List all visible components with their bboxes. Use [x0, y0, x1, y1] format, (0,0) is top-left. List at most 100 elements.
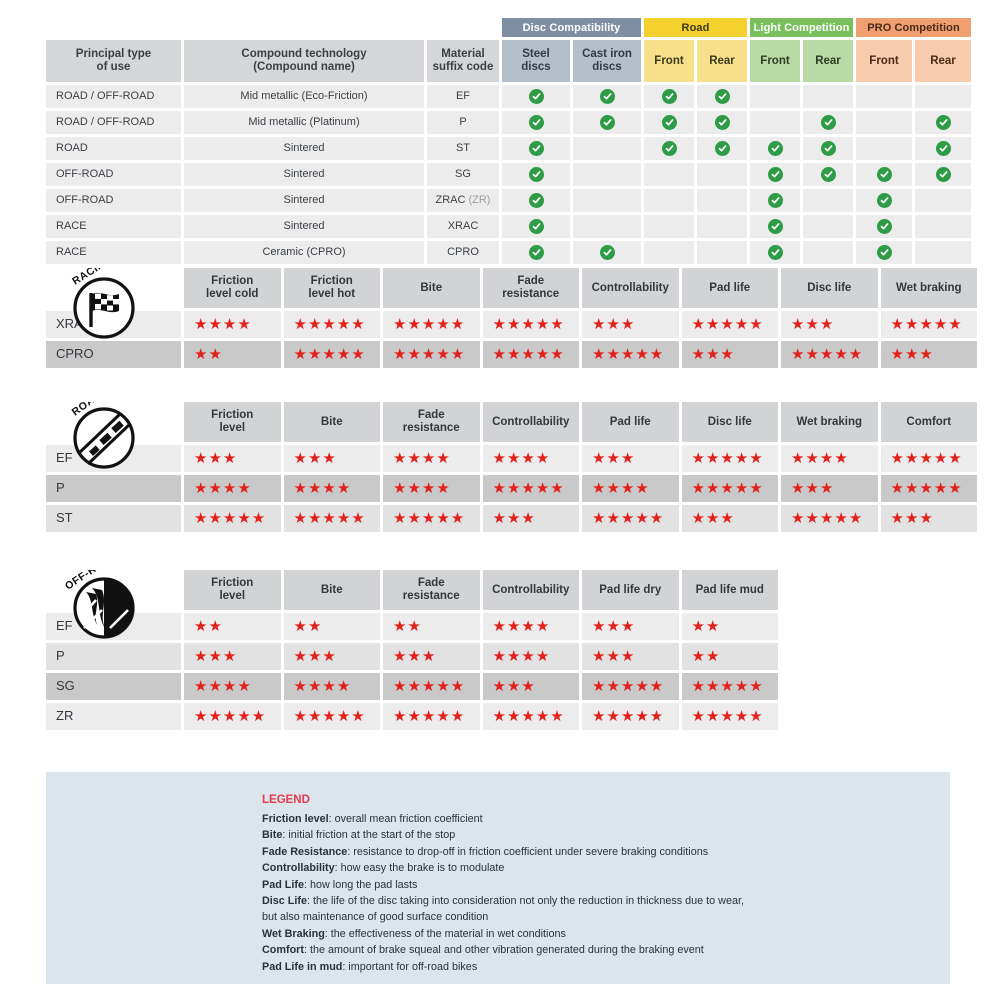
band-disc: Disc Compatibility [502, 18, 641, 37]
compat-cell [697, 163, 747, 186]
compound-label: P [46, 643, 181, 670]
rating-cell: ★★★★★ [184, 505, 281, 532]
compat-header-9: Front [856, 40, 912, 82]
rating-cell: ★★★★★ [482, 341, 579, 368]
rating-cell: ★★★★★ [582, 673, 679, 700]
legend-desc: : the effectiveness of the material in w… [324, 927, 566, 940]
table-row: XRAC ★★★★ ★★★★★ ★★★★★ ★★★★★ ★★★ ★★★★★ ★★★ ★★★★★ [46, 311, 977, 338]
legend-term: Pad Life [262, 878, 304, 891]
star-rating: ★★★ [890, 346, 934, 363]
star-rating: ★★★ [791, 480, 835, 497]
check-icon [935, 141, 951, 156]
compat-header-8: Rear [803, 40, 853, 82]
compat-cell [644, 85, 694, 108]
star-header-2: Fade resistance [383, 570, 480, 610]
compat-cell [856, 85, 912, 108]
check-icon [820, 167, 836, 182]
rating-cell: ★★★★★ [880, 311, 977, 338]
compat-header-7: Front [750, 40, 800, 82]
check-icon [661, 115, 677, 130]
star-rating: ★★★★★ [592, 678, 665, 695]
table-row: EF ★★★ ★★★ ★★★★ ★★★★ ★★★ ★★★★★ ★★★★ ★★★★★ [46, 445, 977, 472]
check-icon [599, 89, 615, 104]
star-rating: ★★★★★ [393, 316, 466, 333]
rating-cell: ★★ [383, 613, 480, 640]
rating-cell: ★★★★★ [482, 475, 579, 502]
star-rating: ★★★ [592, 450, 636, 467]
star-rating: ★★★ [293, 450, 337, 467]
star-rating: ★★★★★ [194, 510, 267, 527]
star-header-2: Bite [383, 268, 480, 308]
rating-cell: ★★★★ [482, 445, 579, 472]
rating-cell: ★★★ [880, 505, 977, 532]
rating-cell: ★★★★★ [681, 475, 778, 502]
rating-cell: ★★★ [681, 341, 778, 368]
rating-cell: ★★★ [184, 643, 281, 670]
rating-cell: ★★ [681, 643, 778, 670]
star-rating: ★★★★★ [791, 346, 864, 363]
star-header-5: Pad life [681, 268, 778, 308]
suffix-cell: XRAC [427, 215, 499, 238]
star-rating: ★★★★★ [691, 450, 764, 467]
compat-cell [915, 241, 971, 264]
compat-cell [915, 163, 971, 186]
compound-cell: Mid metallic (Eco-Friction) [184, 85, 424, 108]
check-icon [528, 245, 544, 260]
star-rating: ★★ [691, 618, 721, 635]
compat-cell [502, 163, 570, 186]
compat-cell [856, 215, 912, 238]
legend-desc: : how long the pad lasts [304, 878, 418, 891]
compat-cell [573, 189, 641, 212]
compatibility-table: Disc Compatibility Road Light Competition P… [46, 18, 971, 264]
legend-term: Friction level [262, 813, 329, 825]
star-header-row: Friction level cold Friction level hot Bite F… [46, 268, 977, 308]
compat-cell [697, 111, 747, 134]
check-icon [935, 167, 951, 182]
star-rating: ★★★ [194, 648, 238, 665]
star-rating: ★★★★★ [791, 510, 864, 527]
road-table: Friction level Bite Fade resistance Controlla… [46, 402, 977, 532]
compat-header-3: Steel discs [502, 40, 570, 82]
rating-cell: ★★★★★ [681, 445, 778, 472]
compat-cell [502, 215, 570, 238]
rating-cell: ★★★★★ [283, 311, 380, 338]
legend-term: Disc Life [262, 895, 308, 908]
legend-desc: : the amount of brake squeal and other v… [303, 944, 704, 957]
star-rating: ★★★★★ [293, 346, 366, 363]
star-header-1: Friction level hot [283, 268, 380, 308]
compat-header-4: Cast iron discs [573, 40, 641, 82]
rating-cell: ★★★ [880, 341, 977, 368]
legend-term: Comfort [262, 944, 304, 957]
check-icon [528, 167, 544, 182]
rating-cell: ★★★★★ [383, 311, 480, 338]
compound-cell: Ceramic (CPRO) [184, 241, 424, 264]
compat-cell [915, 189, 971, 212]
star-header-4: Pad life [582, 402, 679, 442]
star-rating: ★★★★★ [393, 346, 466, 363]
compat-cell [856, 111, 912, 134]
table-row: ROAD / OFF-ROAD Mid metallic (Platinum) P [46, 111, 971, 134]
star-rating: ★★★★ [492, 648, 551, 665]
star-rating: ★★★★★ [691, 480, 764, 497]
check-icon [876, 245, 892, 260]
legend-title: LEGEND [262, 794, 310, 806]
star-rating: ★★★★★ [393, 678, 466, 695]
rating-cell: ★★★ [283, 445, 380, 472]
rating-cell: ★★★★ [383, 445, 480, 472]
star-rating: ★★★★ [194, 316, 252, 333]
star-rating: ★★★★★ [492, 316, 565, 333]
legend-entry: Pad Life in mud: important for off-road … [262, 959, 950, 975]
compat-cell [915, 215, 971, 238]
compat-header-10: Rear [915, 40, 971, 82]
compat-cell [644, 189, 694, 212]
check-icon [528, 141, 544, 156]
legend-desc: : the life of the disc taking into consi… [307, 895, 744, 908]
star-header-5: Disc life [681, 402, 778, 442]
rating-cell: ★★★★★ [482, 703, 579, 730]
star-header-6: Wet braking [781, 402, 878, 442]
rating-cell: ★★★★★ [781, 341, 878, 368]
star-rating: ★★★★ [791, 450, 849, 467]
legend-entry: but also maintenance of good surface con… [262, 909, 950, 925]
compat-cell [803, 137, 853, 160]
star-rating: ★★★★★ [393, 708, 466, 725]
